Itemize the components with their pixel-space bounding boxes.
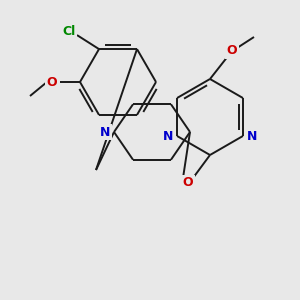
Text: O: O: [183, 176, 193, 190]
Text: N: N: [247, 130, 257, 142]
Text: N: N: [163, 130, 173, 142]
Text: Cl: Cl: [62, 25, 76, 38]
Text: O: O: [227, 44, 237, 58]
Text: N: N: [100, 125, 110, 139]
Text: O: O: [47, 76, 57, 88]
